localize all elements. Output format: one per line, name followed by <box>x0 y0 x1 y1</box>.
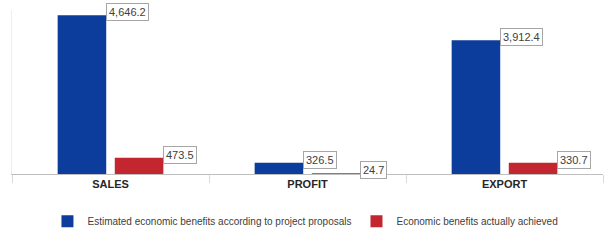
svg-text:Economic benefits actually ach: Economic benefits actually achieved <box>396 216 557 227</box>
svg-text:24.7: 24.7 <box>363 164 384 176</box>
svg-text:330.7: 330.7 <box>560 154 588 166</box>
svg-text:EXPORT: EXPORT <box>482 178 528 190</box>
svg-text:Estimated economic benefits ac: Estimated economic benefits according to… <box>87 216 351 227</box>
svg-text:473.5: 473.5 <box>166 149 194 161</box>
svg-text:326.5: 326.5 <box>306 154 334 166</box>
svg-text:4,646.2: 4,646.2 <box>109 6 146 18</box>
svg-text:SALES: SALES <box>92 178 129 190</box>
svg-text:PROFIT: PROFIT <box>287 178 328 190</box>
svg-text:3,912.4: 3,912.4 <box>503 31 540 43</box>
